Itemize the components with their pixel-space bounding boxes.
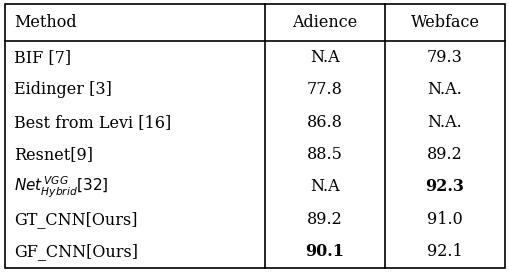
Text: GT_CNN[Ours]: GT_CNN[Ours] [14, 211, 137, 228]
Text: 92.1: 92.1 [426, 243, 462, 260]
Text: Webface: Webface [410, 14, 478, 31]
Text: 86.8: 86.8 [306, 114, 342, 131]
Text: 79.3: 79.3 [426, 49, 462, 66]
Text: 90.1: 90.1 [305, 243, 344, 260]
Text: GF_CNN[Ours]: GF_CNN[Ours] [14, 243, 138, 260]
Text: 91.0: 91.0 [426, 211, 462, 228]
Text: Eidinger [3]: Eidinger [3] [14, 81, 112, 98]
Text: Best from Levi [16]: Best from Levi [16] [14, 114, 171, 131]
Text: 77.8: 77.8 [306, 81, 342, 98]
Text: 89.2: 89.2 [426, 146, 462, 163]
Text: $\mathit{Net}^{\,VGG}_{\mathit{Hybrid}}$[32]: $\mathit{Net}^{\,VGG}_{\mathit{Hybrid}}$… [14, 174, 108, 200]
Text: Adience: Adience [292, 14, 357, 31]
Text: N.A.: N.A. [427, 114, 461, 131]
Text: 92.3: 92.3 [425, 178, 464, 196]
Text: BIF [7]: BIF [7] [14, 49, 71, 66]
Text: N.A: N.A [309, 49, 339, 66]
Text: Method: Method [14, 14, 77, 31]
Text: Resnet[9]: Resnet[9] [14, 146, 93, 163]
Text: N.A.: N.A. [427, 81, 461, 98]
Text: N.A: N.A [309, 178, 339, 196]
Text: 89.2: 89.2 [306, 211, 342, 228]
Text: 88.5: 88.5 [306, 146, 342, 163]
